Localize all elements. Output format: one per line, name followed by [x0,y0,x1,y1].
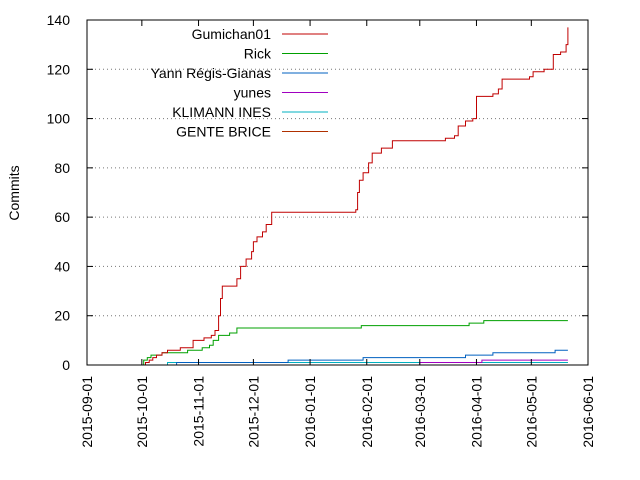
y-tick-label: 0 [62,357,70,373]
x-tick-label: 2016-01-01 [302,376,318,448]
y-tick-label: 80 [54,160,70,176]
y-tick-label: 120 [47,61,71,77]
x-tick-label: 2016-02-01 [359,376,375,448]
x-tick-label: 2015-12-01 [245,376,261,448]
legend-label: GENTE BRICE [176,124,271,140]
x-tick-label: 2015-11-01 [191,376,207,447]
legend-label: Gumichan01 [192,26,272,42]
y-tick-label: 40 [54,258,70,274]
y-tick-label: 140 [47,12,71,28]
legend-label: yunes [234,85,271,101]
series-line-0 [141,27,569,366]
y-tick-label: 100 [47,111,71,127]
legend-label: KLIMANN INES [172,104,271,120]
x-tick-label: 2016-05-01 [523,376,539,448]
plot-frame [86,19,589,366]
series-line-1 [141,320,568,366]
y-tick-label: 20 [54,308,70,324]
x-tick-label: 2015-10-01 [134,376,150,448]
y-axis-title: Commits [6,165,22,220]
legend-label: Rick [244,46,272,62]
x-tick-label: 2016-06-01 [580,376,596,448]
x-tick-label: 2016-03-01 [412,376,428,448]
x-tick-label: 2016-04-01 [468,376,484,448]
series-line-2 [158,349,568,366]
legend-label: Yann Régis-Gianas [151,65,271,81]
y-tick-label: 60 [54,209,70,225]
x-axis: 2015-09-01 2015-10-01 2015-11-01 2015-12-01… [79,20,596,448]
y-axis: 0 20 40 60 80 100 120 140 [47,12,588,373]
x-tick-label: 2015-09-01 [79,376,95,448]
grid-lines [87,68,588,317]
legend: Gumichan01 Rick Yann Régis-Gianas yunes KLIM… [151,26,328,140]
